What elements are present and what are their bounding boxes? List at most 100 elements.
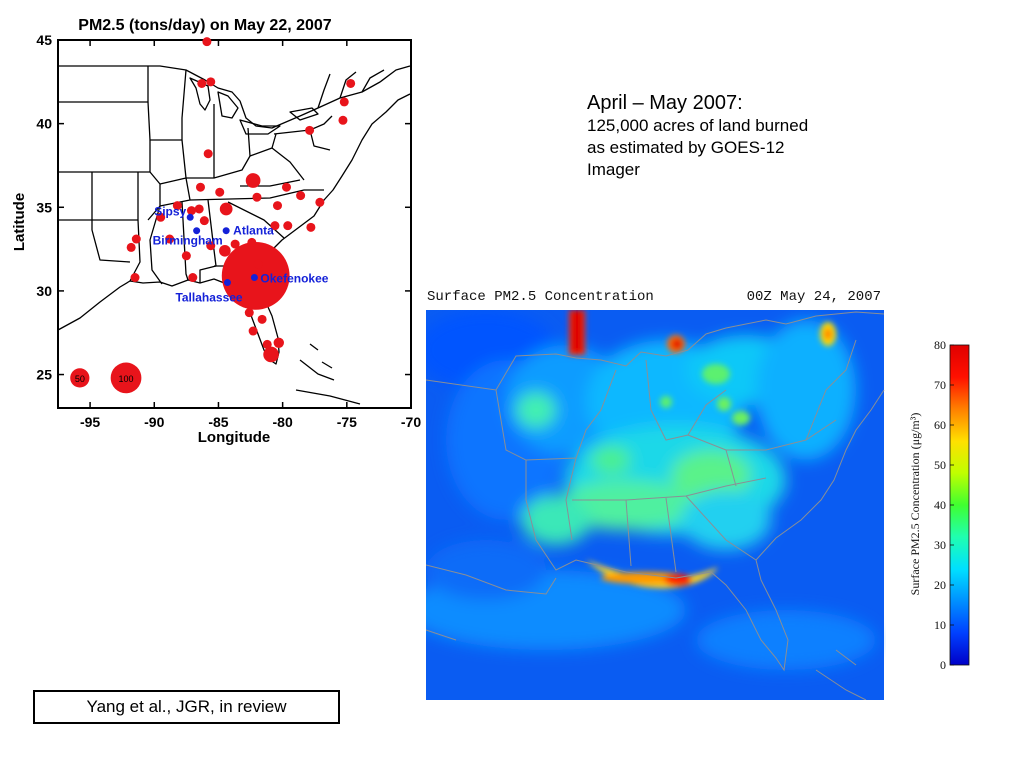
colorbar-tick-label: 10 bbox=[934, 618, 946, 632]
emission-point bbox=[315, 197, 325, 207]
colorbar-tick-label: 20 bbox=[934, 578, 946, 592]
emission-point bbox=[283, 221, 293, 231]
emission-point bbox=[206, 241, 216, 251]
map-frame bbox=[57, 39, 412, 409]
emission-point bbox=[195, 182, 205, 192]
emission-point bbox=[156, 212, 166, 222]
model-panel-time: 00Z May 24, 2007 bbox=[746, 289, 881, 305]
y-tick-label: 30 bbox=[36, 283, 52, 299]
x-tick-label: -95 bbox=[80, 414, 100, 430]
emission-point bbox=[172, 201, 182, 211]
emission-point bbox=[257, 314, 267, 324]
concentration-hotspots bbox=[569, 310, 836, 589]
citation-text: Yang et al., JGR, in review bbox=[86, 697, 287, 716]
site-label: Sipsy bbox=[154, 204, 186, 218]
emission-point bbox=[126, 242, 136, 252]
emission-point bbox=[199, 216, 209, 226]
state-boundaries bbox=[57, 65, 411, 405]
site-marker bbox=[250, 274, 258, 282]
colorbar-tick-label: 0 bbox=[940, 658, 946, 670]
site-label: Birmingham bbox=[153, 234, 223, 248]
pm25-emission-map: PM2.5 (tons/day) on May 22, 2007 bbox=[11, 17, 421, 446]
site-label: Okefenokee bbox=[260, 272, 328, 286]
colorbar: Surface PM2.5 Concentration (μg/m³) 0 10 2… bbox=[908, 340, 970, 670]
emission-point bbox=[206, 77, 216, 87]
colorbar-ticks: 0 10 20 30 40 50 60 70 80 bbox=[934, 340, 954, 670]
emission-point bbox=[165, 234, 175, 244]
colorbar-tick-label: 60 bbox=[934, 418, 946, 432]
x-axis-label: Longitude bbox=[198, 429, 270, 446]
y-axis-ticks: 25 30 35 40 45 bbox=[36, 32, 411, 383]
note-body: 125,000 acres of land burned as estimate… bbox=[587, 116, 809, 179]
emission-point bbox=[270, 221, 280, 231]
y-tick-label: 25 bbox=[36, 367, 52, 383]
model-panel-title: Surface PM2.5 Concentration bbox=[427, 289, 654, 305]
emission-point bbox=[281, 182, 291, 192]
site-marker bbox=[223, 279, 231, 287]
emission-point bbox=[305, 125, 315, 135]
colorbar-tick-label: 30 bbox=[934, 538, 946, 552]
x-tick-label: -85 bbox=[208, 414, 228, 430]
site-marker bbox=[222, 227, 230, 235]
emission-point bbox=[202, 37, 212, 47]
bubble-size-legend: 50 100 bbox=[70, 362, 142, 394]
y-tick-label: 35 bbox=[36, 199, 52, 215]
x-tick-label: -75 bbox=[337, 414, 357, 430]
emission-point bbox=[253, 259, 263, 269]
emission-point bbox=[131, 234, 141, 244]
emission-point bbox=[181, 251, 191, 261]
emission-point bbox=[203, 149, 213, 159]
emission-point bbox=[194, 204, 204, 214]
note-heading: April – May 2007: bbox=[587, 92, 743, 114]
emission-point bbox=[215, 187, 225, 197]
x-tick-label: -80 bbox=[273, 414, 293, 430]
citation-box: Yang et al., JGR, in review bbox=[33, 690, 340, 724]
emission-point bbox=[272, 201, 283, 211]
emission-point bbox=[346, 78, 356, 88]
legend-bubble bbox=[110, 362, 142, 394]
emission-point bbox=[230, 239, 240, 249]
emission-point bbox=[244, 308, 254, 318]
emission-point bbox=[248, 326, 258, 336]
legend-bubble-label: 100 bbox=[119, 374, 134, 384]
model-state-boundaries bbox=[426, 311, 885, 700]
x-tick-label: -90 bbox=[144, 414, 164, 430]
colorbar-tick-label: 40 bbox=[934, 498, 946, 512]
site-marker bbox=[186, 213, 194, 221]
emission-point bbox=[219, 202, 233, 216]
monitoring-sites: Sipsy Birmingham Atlanta Okefenokee Tallahas… bbox=[153, 204, 329, 304]
emission-point bbox=[306, 222, 316, 232]
y-tick-label: 45 bbox=[36, 32, 52, 48]
emission-point bbox=[252, 192, 262, 202]
pm25-concentration-map bbox=[426, 310, 885, 700]
site-label: Atlanta bbox=[233, 224, 274, 238]
legend-bubble-label: 50 bbox=[75, 374, 85, 384]
y-axis-label: Latitude bbox=[11, 193, 28, 251]
site-label: Tallahassee bbox=[175, 291, 242, 305]
legend-bubble bbox=[70, 368, 90, 388]
emission-point bbox=[262, 339, 272, 349]
emission-point bbox=[197, 78, 207, 88]
colorbar-tick-label: 50 bbox=[934, 458, 946, 472]
emission-point bbox=[219, 244, 231, 257]
emission-point bbox=[263, 346, 279, 363]
emission-point bbox=[273, 337, 284, 348]
emission-point bbox=[130, 273, 140, 283]
colorbar-tick-label: 70 bbox=[934, 378, 946, 392]
emission-point bbox=[296, 191, 306, 201]
map-title: PM2.5 (tons/day) on May 22, 2007 bbox=[78, 17, 332, 34]
x-axis-ticks: -95 -90 -85 -80 -75 -70 bbox=[80, 40, 421, 430]
emission-point bbox=[245, 173, 261, 188]
emission-point bbox=[186, 206, 197, 216]
x-tick-label: -70 bbox=[401, 414, 421, 430]
concentration-field bbox=[426, 310, 876, 670]
emission-point bbox=[247, 237, 257, 247]
model-panel-header: Surface PM2.5 Concentration 00Z May 24, … bbox=[427, 289, 885, 309]
burned-area-note: April – May 2007: 125,000 acres of land … bbox=[587, 91, 827, 181]
emission-point bbox=[338, 115, 348, 125]
emission-point bbox=[339, 97, 349, 107]
colorbar-tick-label: 80 bbox=[934, 340, 946, 352]
site-marker bbox=[193, 227, 201, 235]
emission-point bbox=[188, 273, 198, 283]
colorbar-label: Surface PM2.5 Concentration (μg/m³) bbox=[908, 413, 922, 596]
